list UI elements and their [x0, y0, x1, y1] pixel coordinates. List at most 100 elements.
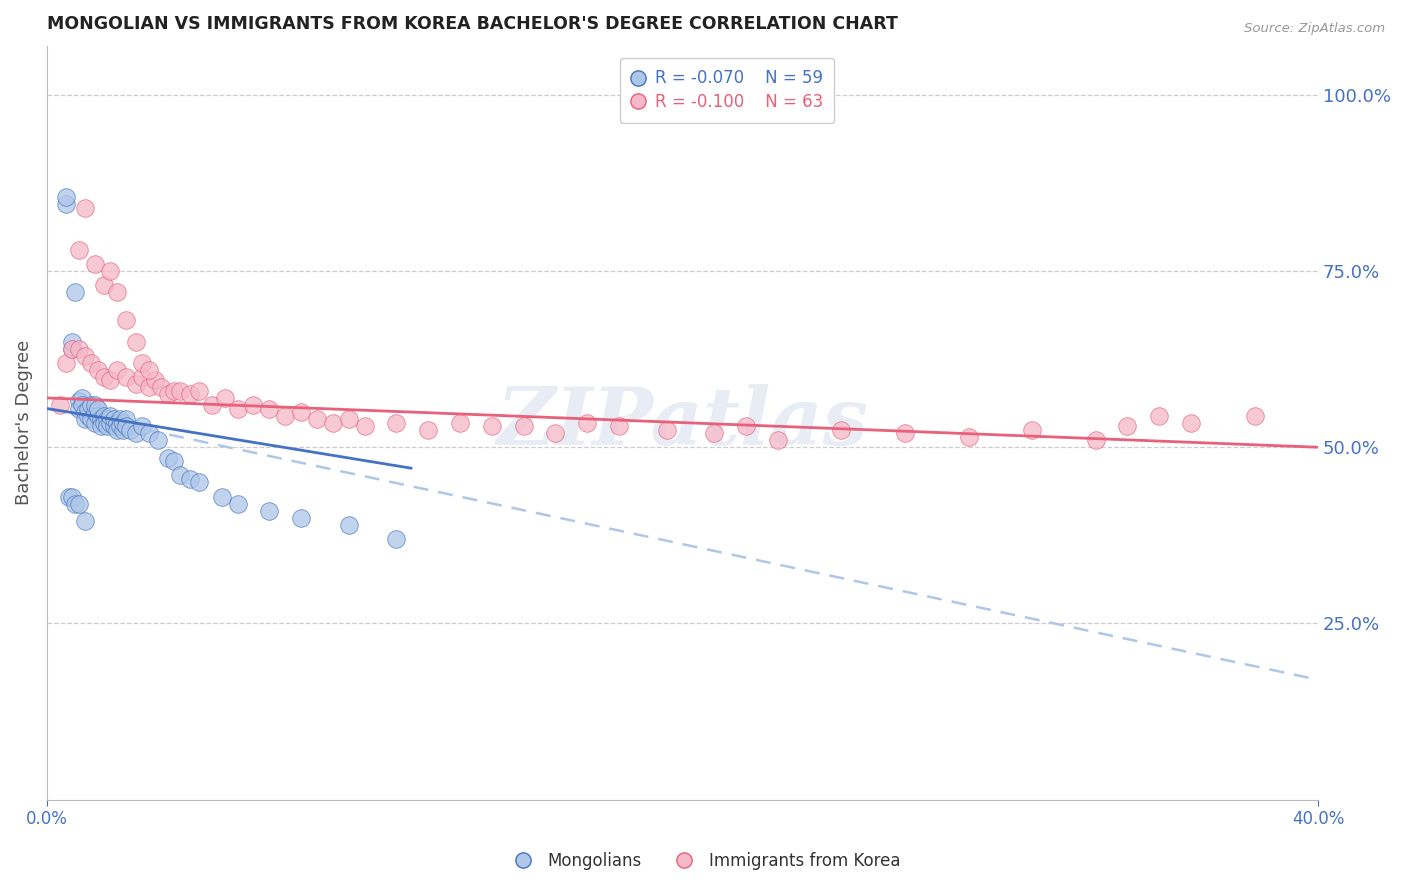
- Point: [100, 373, 122, 387]
- Point: [576, 416, 599, 430]
- Point: [87, 363, 110, 377]
- Point: [607, 419, 630, 434]
- Point: [80, 398, 103, 412]
- Point: [118, 423, 141, 437]
- Point: [211, 490, 233, 504]
- Point: [179, 472, 201, 486]
- Point: [108, 419, 131, 434]
- Point: [169, 384, 191, 398]
- Point: [1021, 423, 1043, 437]
- Point: [226, 401, 249, 416]
- Point: [67, 394, 90, 409]
- Point: [73, 412, 96, 426]
- Point: [188, 384, 211, 398]
- Point: [87, 409, 110, 423]
- Point: [80, 356, 103, 370]
- Point: [1116, 419, 1139, 434]
- Point: [65, 497, 87, 511]
- Point: [337, 412, 360, 426]
- Point: [1147, 409, 1170, 423]
- Point: [322, 416, 344, 430]
- Point: [96, 419, 118, 434]
- Legend: R = -0.070    N = 59, R = -0.100    N = 63: R = -0.070 N = 59, R = -0.100 N = 63: [620, 58, 835, 123]
- Point: [60, 342, 83, 356]
- Point: [67, 401, 90, 416]
- Point: [60, 334, 83, 349]
- Point: [115, 369, 138, 384]
- Point: [169, 468, 191, 483]
- Point: [418, 423, 440, 437]
- Point: [179, 387, 201, 401]
- Point: [830, 423, 852, 437]
- Point: [125, 334, 148, 349]
- Point: [93, 278, 115, 293]
- Point: [112, 416, 135, 430]
- Point: [449, 416, 471, 430]
- Point: [703, 426, 725, 441]
- Point: [93, 409, 115, 423]
- Point: [105, 285, 128, 300]
- Point: [138, 380, 160, 394]
- Point: [143, 373, 166, 387]
- Point: [1180, 416, 1202, 430]
- Point: [90, 419, 112, 434]
- Point: [83, 398, 105, 412]
- Point: [93, 416, 115, 430]
- Point: [138, 363, 160, 377]
- Point: [115, 412, 138, 426]
- Point: [290, 405, 312, 419]
- Point: [55, 356, 77, 370]
- Point: [131, 369, 153, 384]
- Point: [112, 423, 135, 437]
- Point: [150, 380, 173, 394]
- Point: [83, 416, 105, 430]
- Point: [201, 398, 224, 412]
- Point: [156, 387, 179, 401]
- Point: [156, 450, 179, 465]
- Point: [105, 423, 128, 437]
- Point: [96, 412, 118, 426]
- Point: [655, 423, 678, 437]
- Point: [242, 398, 264, 412]
- Point: [131, 419, 153, 434]
- Point: [100, 416, 122, 430]
- Point: [73, 514, 96, 528]
- Point: [87, 401, 110, 416]
- Point: [83, 405, 105, 419]
- Point: [214, 391, 236, 405]
- Point: [108, 412, 131, 426]
- Point: [100, 264, 122, 278]
- Point: [894, 426, 917, 441]
- Point: [544, 426, 567, 441]
- Y-axis label: Bachelor's Degree: Bachelor's Degree: [15, 340, 32, 505]
- Point: [103, 412, 125, 426]
- Point: [131, 356, 153, 370]
- Point: [163, 454, 186, 468]
- Point: [337, 517, 360, 532]
- Text: Source: ZipAtlas.com: Source: ZipAtlas.com: [1244, 22, 1385, 36]
- Point: [138, 426, 160, 441]
- Point: [105, 416, 128, 430]
- Point: [90, 412, 112, 426]
- Text: ZIPatlas: ZIPatlas: [496, 384, 869, 461]
- Point: [73, 349, 96, 363]
- Point: [305, 412, 328, 426]
- Point: [163, 384, 186, 398]
- Point: [125, 426, 148, 441]
- Point: [77, 401, 100, 416]
- Point: [58, 490, 80, 504]
- Point: [481, 419, 503, 434]
- Point: [73, 201, 96, 215]
- Legend: Mongolians, Immigrants from Korea: Mongolians, Immigrants from Korea: [499, 846, 907, 877]
- Point: [48, 398, 70, 412]
- Point: [226, 497, 249, 511]
- Point: [735, 419, 758, 434]
- Point: [766, 434, 789, 448]
- Point: [274, 409, 297, 423]
- Point: [512, 419, 534, 434]
- Point: [100, 409, 122, 423]
- Point: [1243, 409, 1265, 423]
- Point: [67, 243, 90, 257]
- Point: [60, 490, 83, 504]
- Point: [957, 430, 980, 444]
